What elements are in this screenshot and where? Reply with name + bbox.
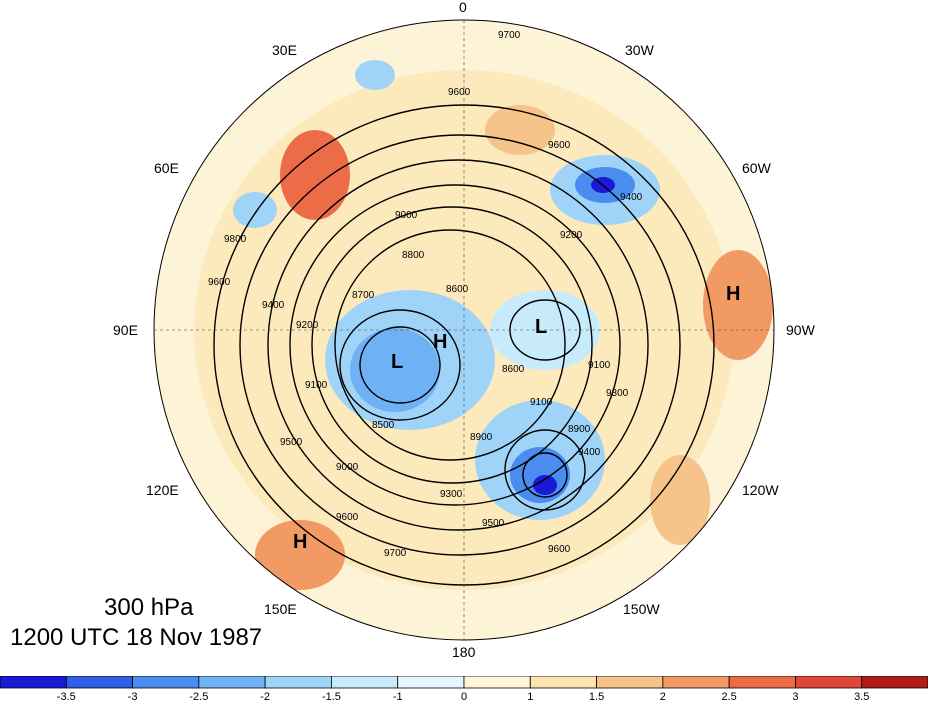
lon-label-150w: 150W <box>623 601 660 617</box>
colorbar-tick-label: 1.5 <box>589 691 604 702</box>
colorbar-box <box>132 676 200 689</box>
colorbar-box <box>529 676 597 689</box>
pressure-centers: H H H L L <box>293 283 740 553</box>
contour-label: 8700 <box>352 290 375 301</box>
colorbar-box <box>596 676 664 689</box>
contour-label: 9000 <box>395 210 418 221</box>
colorbar-tick-label: 2.5 <box>721 691 736 702</box>
lon-label-60e: 60E <box>154 160 179 176</box>
colorbar-box <box>65 676 133 689</box>
contour-label: 9600 <box>548 544 571 555</box>
contour-label: 9000 <box>336 462 359 473</box>
colorbar-boxes <box>0 676 928 689</box>
colorbar-box <box>397 676 465 689</box>
contour-label: 9600 <box>336 512 359 523</box>
lon-label-180: 180 <box>452 644 476 660</box>
colorbar-box <box>198 676 266 689</box>
contour-label: 9300 <box>606 388 629 399</box>
polar-stereographic-map: 0 30W 60W 90W 120W 150W 180 150E 120E 90… <box>113 0 816 660</box>
high-pressure-center: H <box>726 283 740 305</box>
contour-label: 9400 <box>578 447 601 458</box>
contour-label: 9100 <box>588 360 611 371</box>
lon-label-90w: 90W <box>786 322 816 338</box>
contour-label: 9700 <box>384 548 407 559</box>
colorbar-tick-label: -1 <box>393 691 403 702</box>
colorbar-tick-label: 2 <box>660 691 666 702</box>
colorbar-tick-label: 1 <box>527 691 533 702</box>
lon-label-0: 0 <box>459 0 467 15</box>
lon-label-150e: 150E <box>264 601 297 617</box>
contour-label: 9600 <box>448 87 471 98</box>
colorbar-box <box>662 676 730 689</box>
colorbar-box <box>264 676 332 689</box>
contour-label: 9100 <box>530 397 553 408</box>
low-pressure-center: L <box>391 351 403 373</box>
contour-label: 8900 <box>568 424 591 435</box>
colorbar-tick-label: 0 <box>461 691 467 702</box>
contour-label: 8800 <box>402 250 425 261</box>
contour-label: 9700 <box>498 30 521 41</box>
high-pressure-center: H <box>293 531 307 553</box>
low-pressure-center: L <box>535 316 547 338</box>
contour-label: 9200 <box>560 230 583 241</box>
lon-label-120e: 120E <box>146 482 179 498</box>
anomaly-shading <box>194 60 773 590</box>
colorbar: -3.5 -3 -2.5 -2 -1.5 -1 0 1 1.5 2 2.5 3 3.5 <box>0 676 928 702</box>
contour-label: 8600 <box>446 284 469 295</box>
graticule <box>154 20 774 640</box>
lon-label-90e: 90E <box>113 322 138 338</box>
colorbar-box <box>331 676 399 689</box>
colorbar-tick-label: -2.5 <box>189 691 208 702</box>
colorbar-box <box>795 676 863 689</box>
high-pressure-center: H <box>433 331 447 353</box>
contour-label: 9800 <box>224 234 247 245</box>
contour-label: 8900 <box>470 432 493 443</box>
contour-label: 9400 <box>262 300 285 311</box>
colorbar-tick-label: -1.5 <box>322 691 341 702</box>
contour-label: 9400 <box>620 192 643 203</box>
lon-label-30w: 30W <box>625 42 655 58</box>
contour-label: 8600 <box>502 364 525 375</box>
contour-label: 9600 <box>208 277 231 288</box>
contour-label: 9500 <box>482 518 505 529</box>
colorbar-box <box>463 676 531 689</box>
lon-label-30e: 30E <box>272 42 297 58</box>
contour-label: 9300 <box>440 489 463 500</box>
colorbar-tick-label: -3.5 <box>57 691 76 702</box>
contour-label: 9200 <box>296 320 319 331</box>
colorbar-box <box>0 676 67 689</box>
contour-label: 9600 <box>548 140 571 151</box>
title-valid-time: 1200 UTC 18 Nov 1987 <box>10 624 263 651</box>
lon-label-60w: 60W <box>742 160 772 176</box>
lon-label-120w: 120W <box>742 482 779 498</box>
longitude-labels: 0 30W 60W 90W 120W 150W 180 150E 120E 90… <box>113 0 816 660</box>
colorbar-tick-label: -3 <box>128 691 138 702</box>
contour-labels: 9700 9600 9600 9400 9200 9000 8800 8700 … <box>208 30 643 559</box>
colorbar-box <box>728 676 796 689</box>
contour-label: 9100 <box>305 380 328 391</box>
contour-label: 9500 <box>280 437 303 448</box>
contour-label: 8500 <box>372 420 395 431</box>
title-pressure-level: 300 hPa <box>104 594 194 621</box>
colorbar-box <box>861 676 928 689</box>
colorbar-ticks: -3.5 -3 -2.5 -2 -1.5 -1 0 1 1.5 2 2.5 3 3.5 <box>57 691 870 702</box>
colorbar-tick-label: -2 <box>260 691 270 702</box>
colorbar-tick-label: 3 <box>792 691 798 702</box>
colorbar-tick-label: 3.5 <box>854 691 869 702</box>
